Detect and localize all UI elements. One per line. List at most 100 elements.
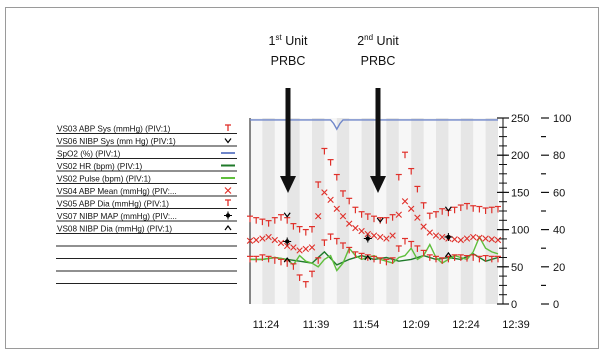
legend-item-label: VS05 ABP Dia (mmHg) (PIV:1) [57, 200, 169, 209]
plot-band [274, 118, 288, 304]
series [283, 233, 453, 246]
data-point [246, 237, 254, 244]
data-point [290, 244, 297, 251]
legend-marker-icon [224, 187, 232, 194]
plot-band [398, 118, 412, 304]
plot-band [299, 118, 312, 304]
data-point [432, 232, 440, 239]
legend-item-label: VS03 ABP Sys (mmHg) (PIV:1) [57, 125, 171, 134]
series [250, 119, 498, 131]
data-point [488, 236, 495, 243]
data-point [346, 220, 353, 227]
annotation-arrow-head [280, 176, 296, 193]
annotations: 1st Unit PRBC 2nd Unit PRBC [269, 33, 399, 193]
data-point [363, 234, 372, 243]
data-point [420, 223, 427, 230]
annotation-label: 1st Unit [269, 33, 308, 48]
chart-panel: VS03 ABP Sys (mmHg) (PIV:1) VS06 NIBP Sys… [5, 7, 599, 349]
data-point [364, 230, 371, 238]
data-point [426, 229, 433, 236]
data-point [271, 236, 278, 244]
legend-marker-icon [224, 138, 232, 144]
annotation-arrow-shaft [285, 88, 291, 178]
data-point [315, 213, 322, 220]
x-axis-tick-label: 11:39 [303, 319, 330, 331]
x-axis-tick-label: 11:54 [353, 319, 380, 331]
left-axis-tick-label: 150 [511, 187, 529, 199]
x-axis-tick-label: 12:09 [402, 319, 430, 331]
data-point [482, 235, 489, 242]
data-point [383, 235, 390, 242]
series [246, 189, 502, 254]
data-point [284, 242, 291, 250]
data-point [389, 232, 396, 239]
left-axis-tick-label: 50 [511, 262, 523, 274]
vitals-chart: VS03 ABP Sys (mmHg) (PIV:1) VS06 NIBP Sys… [56, 33, 572, 331]
data-point [444, 251, 452, 258]
series-line [250, 119, 498, 131]
series [247, 147, 501, 236]
x-axis-tick-label: 12:39 [502, 319, 530, 331]
x-axis-tick-label: 12:24 [452, 319, 480, 331]
data-point [283, 212, 291, 218]
data-point [401, 198, 409, 205]
legend-marker-icon [224, 225, 232, 231]
right-axis-tick-label: 60 [553, 187, 565, 199]
data-point [283, 237, 292, 246]
annotation-label: PRBC [271, 54, 306, 68]
data-point [308, 244, 316, 251]
data-point [302, 245, 309, 253]
data-point [439, 233, 446, 241]
data-point [470, 233, 477, 241]
data-point [444, 233, 453, 242]
data-point [253, 236, 260, 244]
x-axis-tick-label: 11:24 [253, 319, 280, 331]
data-point [339, 213, 347, 220]
data-point [364, 254, 372, 261]
data-point [296, 247, 303, 254]
data-point [451, 236, 458, 243]
left-axis-tick-label: 100 [511, 225, 529, 237]
annotation-label: 2nd Unit [357, 33, 399, 48]
data-point [395, 211, 402, 218]
right-axis-tick-label: 0 [553, 299, 559, 311]
data-point [457, 236, 464, 244]
legend-item-label: VS06 NIBP Sys (mm Hg) (PIV:1) [57, 137, 176, 146]
data-point [444, 206, 452, 212]
data-point [277, 239, 285, 247]
data-point [358, 227, 365, 235]
data-point [327, 196, 334, 204]
series [250, 235, 499, 272]
series [283, 251, 452, 263]
data-point [321, 189, 328, 196]
data-point [476, 234, 483, 241]
annotation-label: PRBC [361, 54, 396, 68]
data-point [414, 214, 421, 221]
series-layer [246, 119, 502, 288]
annotation-arrow-head [370, 176, 386, 193]
data-point [463, 235, 471, 242]
left-axis-tick-label: 200 [511, 150, 529, 162]
series [283, 206, 452, 223]
legend: VS03 ABP Sys (mmHg) (PIV:1) VS06 NIBP Sys… [56, 124, 237, 284]
plot-area [249, 118, 498, 304]
legend-item-label: SpO2 (%) (PIV:1) [57, 150, 121, 159]
data-point [376, 217, 384, 223]
series-line [250, 235, 499, 272]
data-point [259, 235, 266, 242]
data-point [370, 232, 378, 239]
data-point [283, 257, 291, 263]
plot-band [423, 118, 436, 304]
left-axis-tick-label: 250 [511, 113, 529, 125]
data-point [352, 224, 359, 232]
data-point [333, 205, 340, 212]
right-axis-tick-label: 100 [553, 113, 571, 125]
plot-band [250, 118, 263, 304]
legend-item-label: VS02 HR (bpm) (PIV:1) [57, 162, 143, 171]
annotation-arrow-shaft [375, 88, 381, 178]
legend-item-label: VS08 NIBP Dia (mmHg) (PIV:1) [57, 225, 172, 234]
data-point [494, 236, 502, 244]
right-axis-tick-label: 20 [553, 262, 565, 274]
legend-marker-icon [224, 211, 232, 220]
